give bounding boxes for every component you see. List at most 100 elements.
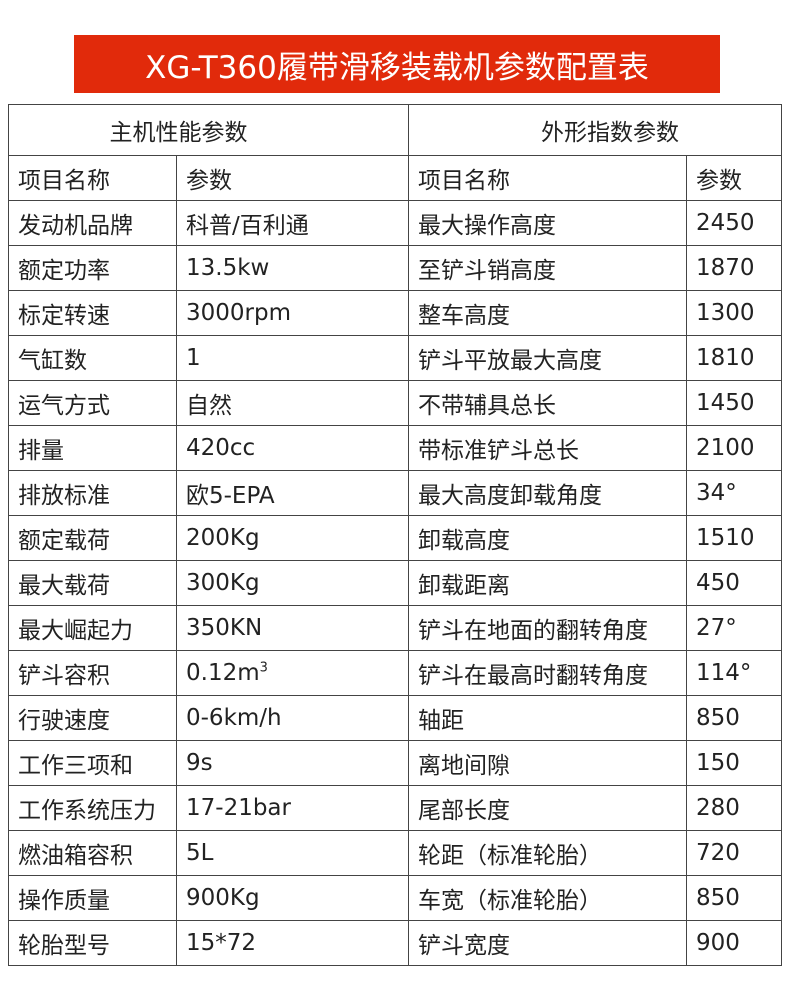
left-item-value: 300Kg bbox=[176, 560, 409, 606]
right-item-value-text: 280 bbox=[696, 795, 740, 821]
left-item-name: 轮胎型号 bbox=[8, 920, 177, 966]
left-item-value-text: 0-6km/h bbox=[186, 705, 282, 731]
left-item-name: 发动机品牌 bbox=[8, 200, 177, 246]
table-row: 排放标准 欧5-EPA 最大高度卸载角度 34° bbox=[8, 470, 782, 516]
right-item-value-text: 450 bbox=[696, 570, 740, 596]
left-item-value-text: 自然 bbox=[186, 393, 232, 419]
left-item-name-text: 排放标准 bbox=[18, 483, 110, 509]
right-item-name-text: 铲斗在最高时翻转角度 bbox=[418, 663, 648, 689]
left-item-name-text: 排量 bbox=[18, 438, 64, 464]
right-item-name: 整车高度 bbox=[408, 290, 687, 336]
right-item-name: 车宽（标准轮胎） bbox=[408, 875, 687, 921]
right-item-value: 850 bbox=[686, 875, 782, 921]
right-item-value: 1300 bbox=[686, 290, 782, 336]
right-item-name-text: 铲斗在地面的翻转角度 bbox=[418, 618, 648, 644]
table-row: 燃油箱容积 5L 轮距（标准轮胎） 720 bbox=[8, 830, 782, 876]
left-item-name-text: 额定功率 bbox=[18, 258, 110, 284]
left-item-value: 科普/百利通 bbox=[176, 200, 409, 246]
table-row: 工作系统压力 17-21bar 尾部长度 280 bbox=[8, 785, 782, 831]
right-item-value-text: 1510 bbox=[696, 525, 755, 551]
left-item-name-text: 气缸数 bbox=[18, 348, 87, 374]
left-item-value: 0.12m3 bbox=[176, 650, 409, 696]
left-item-name-text: 标定转速 bbox=[18, 303, 110, 329]
right-item-name: 卸载高度 bbox=[408, 515, 687, 561]
left-item-value-text: 9s bbox=[186, 750, 213, 776]
left-item-name-text: 铲斗容积 bbox=[18, 663, 110, 689]
left-item-name: 排放标准 bbox=[8, 470, 177, 516]
left-item-value: 420cc bbox=[176, 425, 409, 471]
left-item-value: 1 bbox=[176, 335, 409, 381]
right-item-name-text: 整车高度 bbox=[418, 303, 510, 329]
table-row: 额定功率 13.5kw 至铲斗销高度 1870 bbox=[8, 245, 782, 291]
right-item-value: 1510 bbox=[686, 515, 782, 561]
left-item-value-text: 17-21bar bbox=[186, 795, 291, 821]
right-item-name: 最大高度卸载角度 bbox=[408, 470, 687, 516]
left-item-name-text: 运气方式 bbox=[18, 393, 110, 419]
right-item-name-text: 最大高度卸载角度 bbox=[418, 483, 602, 509]
left-item-name: 铲斗容积 bbox=[8, 650, 177, 696]
right-item-value-text: 900 bbox=[696, 930, 740, 956]
right-item-value: 34° bbox=[686, 470, 782, 516]
right-item-value-text: 150 bbox=[696, 750, 740, 776]
right-item-value: 450 bbox=[686, 560, 782, 606]
right-item-value: 720 bbox=[686, 830, 782, 876]
left-item-name-text: 燃油箱容积 bbox=[18, 843, 133, 869]
left-item-value-text: 300Kg bbox=[186, 570, 260, 596]
left-item-value-text: 1 bbox=[186, 345, 201, 371]
left-item-name-text: 最大载荷 bbox=[18, 573, 110, 599]
left-item-value: 欧5-EPA bbox=[176, 470, 409, 516]
right-item-value: 1870 bbox=[686, 245, 782, 291]
table-row: 额定载荷 200Kg 卸载高度 1510 bbox=[8, 515, 782, 561]
right-item-name: 铲斗平放最大高度 bbox=[408, 335, 687, 381]
left-item-value-text: 350KN bbox=[186, 615, 263, 641]
column-header-row: 项目名称 参数 项目名称 参数 bbox=[8, 155, 782, 201]
left-item-value: 17-21bar bbox=[176, 785, 409, 831]
right-item-name-text: 尾部长度 bbox=[418, 798, 510, 824]
header-item-name: 项目名称 bbox=[8, 155, 177, 201]
right-item-name-text: 最大操作高度 bbox=[418, 213, 556, 239]
left-item-name: 最大载荷 bbox=[8, 560, 177, 606]
table-row: 轮胎型号 15*72 铲斗宽度 900 bbox=[8, 920, 782, 966]
right-item-name: 至铲斗销高度 bbox=[408, 245, 687, 291]
right-item-name-text: 卸载距离 bbox=[418, 573, 510, 599]
left-item-value-text: 420cc bbox=[186, 435, 256, 461]
right-item-value-text: 1300 bbox=[696, 300, 755, 326]
table-row: 工作三项和 9s 离地间隙 150 bbox=[8, 740, 782, 786]
right-item-value: 150 bbox=[686, 740, 782, 786]
left-item-value-text: 3000rpm bbox=[186, 300, 291, 326]
left-item-name: 运气方式 bbox=[8, 380, 177, 426]
left-item-value: 自然 bbox=[176, 380, 409, 426]
right-item-name: 最大操作高度 bbox=[408, 200, 687, 246]
right-item-name-text: 卸载高度 bbox=[418, 528, 510, 554]
right-item-value-text: 1870 bbox=[696, 255, 755, 281]
right-item-name: 铲斗宽度 bbox=[408, 920, 687, 966]
right-item-name: 带标准铲斗总长 bbox=[408, 425, 687, 471]
left-item-value-text: 13.5kw bbox=[186, 255, 270, 281]
left-item-value: 350KN bbox=[176, 605, 409, 651]
right-item-name-text: 轴距 bbox=[418, 708, 464, 734]
left-item-name: 标定转速 bbox=[8, 290, 177, 336]
right-item-name-text: 离地间隙 bbox=[418, 753, 510, 779]
right-item-value: 27° bbox=[686, 605, 782, 651]
right-item-name-text: 铲斗平放最大高度 bbox=[418, 348, 602, 374]
left-item-value-text: 0.12m bbox=[186, 660, 260, 686]
left-item-value: 13.5kw bbox=[176, 245, 409, 291]
header-value: 参数 bbox=[176, 155, 409, 201]
left-item-value: 900Kg bbox=[176, 875, 409, 921]
table-row: 铲斗容积 0.12m3 铲斗在最高时翻转角度 114° bbox=[8, 650, 782, 696]
left-item-name-text: 发动机品牌 bbox=[18, 213, 133, 239]
left-item-name: 工作三项和 bbox=[8, 740, 177, 786]
table-row: 排量 420cc 带标准铲斗总长 2100 bbox=[8, 425, 782, 471]
left-item-name-text: 操作质量 bbox=[18, 888, 110, 914]
left-item-name: 排量 bbox=[8, 425, 177, 471]
right-item-name: 尾部长度 bbox=[408, 785, 687, 831]
spec-table: 主机性能参数 外形指数参数 项目名称 参数 项目名称 参数 发动机品牌 科普/百利… bbox=[8, 104, 782, 966]
right-item-value-text: 1450 bbox=[696, 390, 755, 416]
header-item-name: 项目名称 bbox=[408, 155, 687, 201]
left-item-value-text: 欧5-EPA bbox=[186, 483, 275, 509]
left-item-value-text: 科普/百利通 bbox=[186, 213, 309, 239]
right-item-name: 铲斗在最高时翻转角度 bbox=[408, 650, 687, 696]
right-item-value-text: 2100 bbox=[696, 435, 755, 461]
right-item-value: 114° bbox=[686, 650, 782, 696]
page-title: XG-T360履带滑移装载机参数配置表 bbox=[74, 35, 720, 93]
